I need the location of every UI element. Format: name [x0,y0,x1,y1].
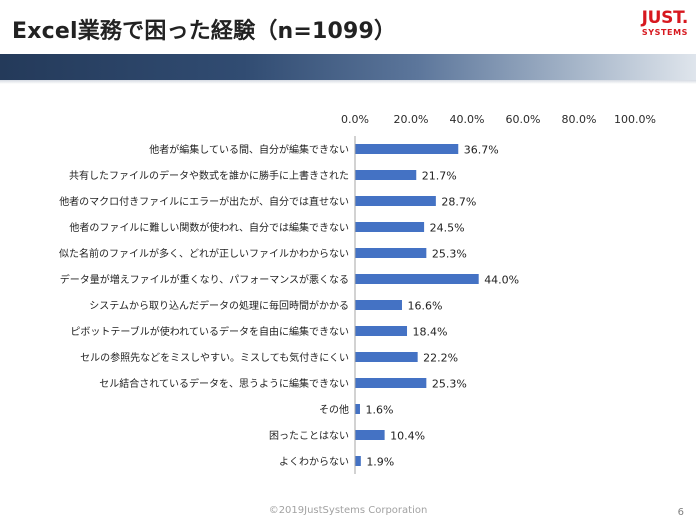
x-tick-label: 0.0% [341,113,369,126]
data-label: 44.0% [484,274,519,287]
bar [355,248,427,258]
x-tick-label: 100.0% [614,113,656,126]
bar [355,378,427,388]
x-tick-label: 20.0% [394,113,429,126]
bar [355,196,436,206]
x-tick-label: 80.0% [562,113,597,126]
bar [355,352,418,362]
x-tick-label: 40.0% [450,113,485,126]
bar [355,144,459,154]
category-label: セル結合されているデータを、思うように編集できない [99,377,349,390]
brand-logo-sub: SYSTEMS [641,28,688,37]
data-label: 16.6% [407,300,442,313]
footer-copyright: ©2019JustSystems Corporation [268,505,428,516]
data-label: 28.7% [441,196,476,209]
data-label: 10.4% [390,430,425,443]
bar [355,456,361,466]
data-label: 1.6% [365,404,393,417]
data-label: 22.2% [423,352,458,365]
bar [355,222,425,232]
bar [355,430,385,440]
data-label: 24.5% [430,222,465,235]
data-label: 25.3% [432,378,467,391]
category-label: 似た名前のファイルが多く、どれが正しいファイルかわからない [59,247,349,260]
bar [355,274,479,284]
header-band [0,54,696,84]
category-label: 他者のファイルに難しい関数が使われ、自分では編集できない [69,221,349,234]
data-label: 21.7% [422,170,457,183]
slide-title: Excel業務で困った経験（n=1099） [12,19,397,44]
data-label: 25.3% [432,248,467,261]
category-label: セルの参照先などをミスしやすい。ミスしても気付きにくい [80,351,349,364]
category-label: システムから取り込んだデータの処理に毎回時間がかかる [89,299,349,312]
x-tick-label: 60.0% [506,113,541,126]
category-label: ピボットテーブルが使われているデータを自由に編集できない [70,325,349,338]
bar [355,300,402,310]
category-label: 困ったことはない [269,430,349,442]
bar [355,170,417,180]
data-label: 1.9% [366,456,394,469]
category-label: 他者が編集している間、自分が編集できない [149,143,349,156]
category-label: 他者のマクロ付きファイルにエラーが出たが、自分では直せない [59,195,349,208]
category-label: よくわからない [279,456,349,468]
category-label: その他 [319,403,349,416]
category-label: 共有したファイルのデータや数式を誰かに勝手に上書きされた [69,169,349,182]
brand-logo: JUST. SYSTEMS [612,8,689,37]
data-label: 18.4% [413,326,448,339]
page-number: 6 [677,507,684,518]
bar [355,404,360,414]
bar [355,326,408,336]
data-label: 36.7% [464,144,499,157]
category-label: データ量が増えファイルが重くなり、パフォーマンスが悪くなる [60,273,349,286]
brand-logo-main: JUST. [641,8,689,28]
